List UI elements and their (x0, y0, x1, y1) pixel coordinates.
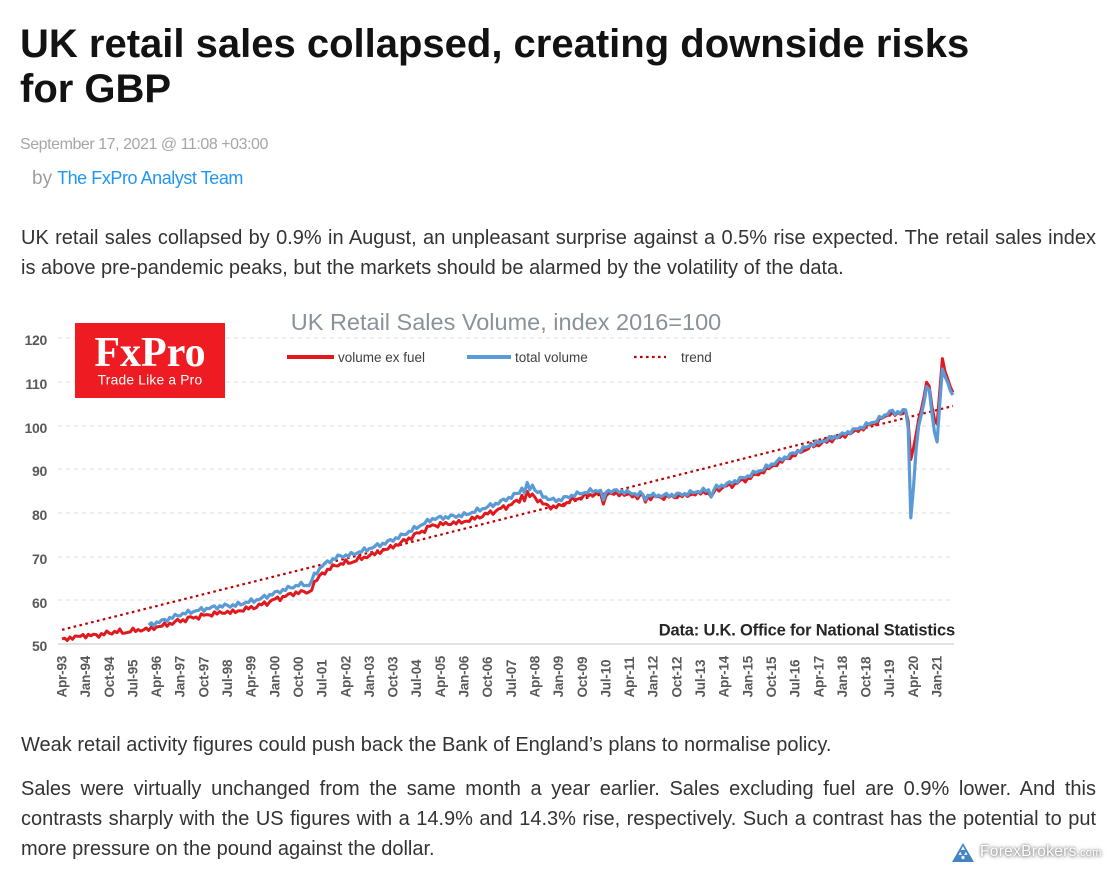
svg-text:Jan-09: Jan-09 (551, 656, 566, 698)
svg-text:trend: trend (681, 350, 712, 365)
svg-text:Jul-16: Jul-16 (788, 659, 803, 698)
svg-text:Jul-95: Jul-95 (125, 659, 140, 698)
svg-text:Jul-10: Jul-10 (598, 660, 613, 698)
svg-text:80: 80 (32, 507, 47, 523)
svg-text:Oct-18: Oct-18 (859, 656, 874, 698)
svg-text:Oct-15: Oct-15 (764, 656, 779, 698)
svg-text:Apr-08: Apr-08 (528, 655, 543, 697)
svg-text:Jul-07: Jul-07 (504, 660, 519, 698)
svg-text:Jan-06: Jan-06 (457, 655, 472, 697)
svg-text:Apr-99: Apr-99 (244, 656, 259, 698)
svg-text:volume ex fuel: volume ex fuel (338, 350, 425, 365)
svg-text:Apr-05: Apr-05 (433, 655, 448, 697)
svg-text:Oct-00: Oct-00 (291, 657, 306, 698)
svg-text:Oct-03: Oct-03 (386, 656, 401, 698)
svg-text:Jan-12: Jan-12 (646, 656, 661, 698)
svg-text:Apr-17: Apr-17 (811, 656, 826, 698)
svg-text:Jan-18: Jan-18 (835, 655, 850, 697)
svg-text:Oct-94: Oct-94 (102, 656, 117, 698)
svg-text:Apr-11: Apr-11 (622, 656, 637, 698)
svg-text:90: 90 (32, 463, 47, 479)
svg-text:Apr-02: Apr-02 (338, 656, 353, 698)
svg-text:Apr-14: Apr-14 (717, 655, 732, 697)
svg-text:Oct-97: Oct-97 (196, 657, 211, 698)
svg-text:Jul-19: Jul-19 (882, 660, 897, 698)
svg-text:60: 60 (32, 595, 47, 611)
svg-text:Oct-09: Oct-09 (575, 657, 590, 698)
svg-text:Jul-98: Jul-98 (220, 659, 235, 698)
svg-text:Apr-93: Apr-93 (55, 655, 70, 697)
svg-text:Jul-01: Jul-01 (315, 659, 330, 698)
svg-text:Apr-20: Apr-20 (906, 656, 921, 698)
svg-text:Oct-06: Oct-06 (480, 656, 495, 698)
svg-text:Jan-94: Jan-94 (78, 655, 93, 697)
svg-text:UK Retail Sales Volume, index: UK Retail Sales Volume, index 2016=100 (291, 309, 721, 335)
svg-text:Jul-13: Jul-13 (693, 659, 708, 698)
svg-text:Oct-12: Oct-12 (669, 657, 684, 698)
svg-text:Jan-21: Jan-21 (930, 655, 945, 697)
svg-text:100: 100 (25, 420, 48, 436)
svg-text:Jan-03: Jan-03 (362, 655, 377, 697)
svg-text:110: 110 (25, 376, 47, 392)
svg-text:Trade Like a Pro: Trade Like a Pro (98, 373, 203, 388)
svg-text:70: 70 (32, 551, 47, 567)
svg-text:FxPro: FxPro (94, 330, 205, 376)
svg-text:Jan-00: Jan-00 (267, 656, 282, 698)
svg-text:Jul-04: Jul-04 (409, 659, 424, 698)
svg-text:Apr-96: Apr-96 (149, 655, 164, 697)
svg-text:50: 50 (32, 638, 47, 654)
svg-text:Jan-97: Jan-97 (173, 656, 188, 698)
svg-text:120: 120 (25, 332, 48, 348)
svg-text:Jan-15: Jan-15 (740, 655, 755, 697)
svg-text:Data: U.K. Office for National: Data: U.K. Office for National Statistic… (659, 622, 955, 640)
svg-text:total volume: total volume (515, 350, 588, 365)
